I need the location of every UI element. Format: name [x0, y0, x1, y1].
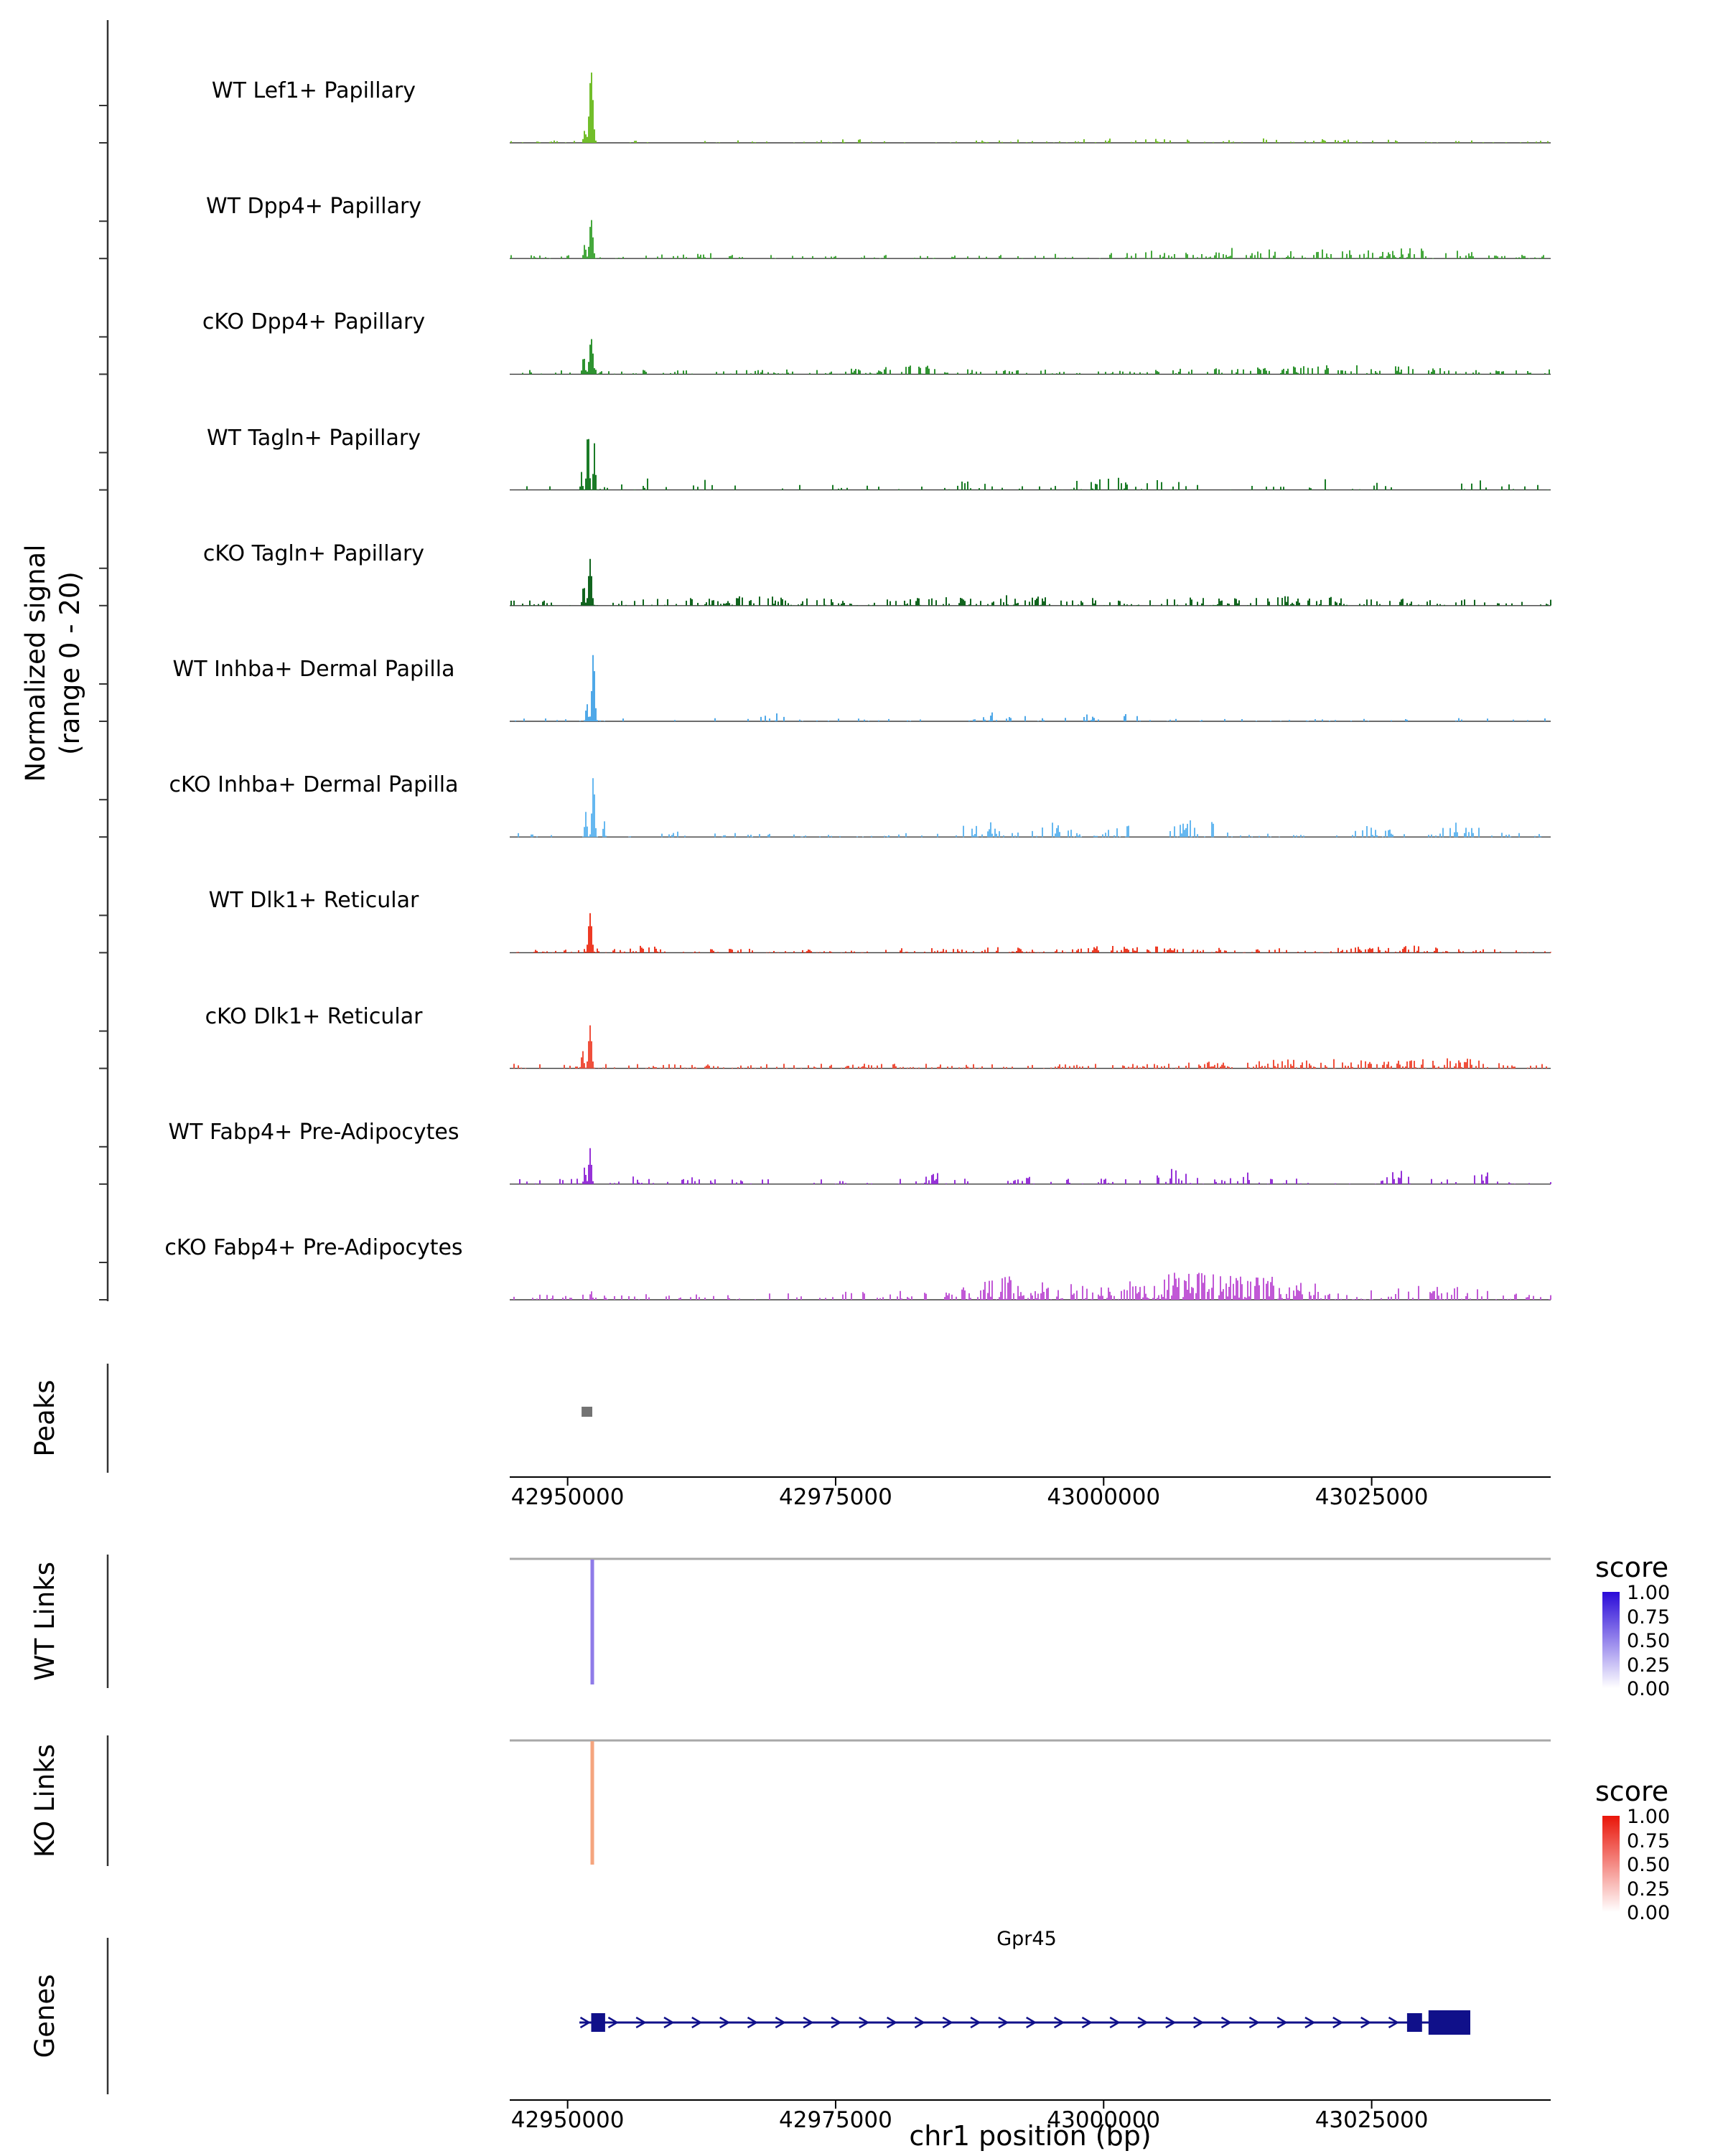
gene-strand-arrow — [1137, 2016, 1149, 2029]
track-label: WT Tagln+ Papillary — [207, 425, 421, 451]
signal-path — [519, 1148, 1551, 1184]
y-axis-title: Normalized signal (range 0 - 20) — [19, 340, 93, 986]
y-axis-title-line1: Normalized signal — [20, 544, 51, 782]
signal-path — [526, 439, 1549, 490]
gene-strand-arrow — [719, 2016, 731, 2029]
x-tick-label: 43025000 — [1315, 2107, 1429, 2133]
signal-path — [513, 1025, 1547, 1069]
legend-tick-label: 0.50 — [1627, 1854, 1671, 1876]
track-label: cKO Dpp4+ Papillary — [202, 309, 426, 335]
gene-strand-arrow — [886, 2016, 898, 2029]
track-label: WT Inhba+ Dermal Papilla — [172, 657, 455, 682]
genes-panel-label: Genes — [29, 1974, 60, 2058]
track-label: WT Dlk1+ Reticular — [208, 888, 419, 914]
gene-strand-arrow — [691, 2016, 703, 2029]
ko-links-panel-label: KO Links — [29, 1743, 60, 1858]
legend-tick-label: 0.00 — [1627, 1678, 1671, 1700]
legend-tick-label: 0.75 — [1627, 1829, 1671, 1852]
x-tick-label: 43025000 — [1315, 1484, 1429, 1510]
gene-strand-arrow — [1360, 2016, 1372, 2029]
ko-score-gradient — [1602, 1816, 1620, 1912]
track-label: cKO Dlk1+ Reticular — [205, 1003, 423, 1029]
gene-strand-arrow — [607, 2016, 619, 2029]
gene-strand-arrow — [1053, 2016, 1065, 2029]
signal-path — [510, 220, 1544, 259]
legend-tick-label: 1.00 — [1627, 1582, 1671, 1604]
gene-strand-arrow — [775, 2016, 786, 2029]
gene-name-label: Gpr45 — [996, 1928, 1057, 1950]
signal-path — [516, 913, 1551, 953]
gene-strand-arrow — [859, 2016, 870, 2029]
gene-strand-arrow — [998, 2016, 1009, 2029]
gene-strand-arrow — [914, 2016, 925, 2029]
gene-strand-arrow — [1332, 2016, 1344, 2029]
gene-strand-arrow — [1193, 2016, 1205, 2029]
x-tick-label: 42950000 — [510, 2107, 625, 2133]
legend-tick-label: 0.25 — [1627, 1654, 1671, 1677]
signal-path — [513, 1272, 1551, 1300]
gene-strand-arrow — [579, 2016, 591, 2029]
peaks-panel-label: Peaks — [29, 1379, 60, 1457]
x-axis-title: chr1 position (bp) — [909, 2120, 1152, 2152]
ko-link — [590, 1741, 594, 1865]
track-label: WT Dpp4+ Papillary — [205, 194, 422, 220]
track-label: cKO Fabp4+ Pre-Adipocytes — [164, 1235, 463, 1260]
gene-exon — [1428, 2010, 1470, 2035]
signal-path — [522, 339, 1550, 375]
signal-path — [510, 72, 1549, 143]
wt-score-gradient — [1602, 1592, 1620, 1688]
wt-link — [590, 1560, 594, 1684]
legend-tick-label: 0.25 — [1627, 1878, 1671, 1900]
legend-tick-label: 1.00 — [1627, 1806, 1671, 1828]
gene-exon — [1406, 2013, 1422, 2032]
track-label: WT Fabp4+ Pre-Adipocytes — [168, 1119, 459, 1145]
track-label: WT Lef1+ Papillary — [211, 78, 416, 103]
gene-strand-arrow — [942, 2016, 953, 2029]
gene-strand-arrow — [803, 2016, 814, 2029]
gene-strand-arrow — [1276, 2016, 1288, 2029]
x-tick-label: 42975000 — [779, 1484, 892, 1510]
gene-strand-arrow — [663, 2016, 675, 2029]
gene-exon — [591, 2013, 605, 2032]
gene-strand-arrow — [1081, 2016, 1093, 2029]
track-label: cKO Tagln+ Papillary — [202, 540, 425, 566]
gene-strand-arrow — [970, 2016, 981, 2029]
legend-tick-label: 0.00 — [1627, 1902, 1671, 1924]
gene-strand-arrow — [1388, 2016, 1399, 2029]
peak-box — [582, 1407, 592, 1417]
x-tick-label: 42950000 — [510, 1484, 625, 1510]
ko-score-legend-title: score — [1595, 1776, 1669, 1807]
track-label: cKO Inhba+ Dermal Papilla — [169, 772, 459, 798]
gene-strand-arrow — [831, 2016, 842, 2029]
legend-tick-label: 0.75 — [1627, 1606, 1671, 1628]
gene-strand-arrow — [1109, 2016, 1121, 2029]
signal-path — [518, 778, 1541, 838]
gene-strand-arrow — [1026, 2016, 1037, 2029]
x-tick-label: 42975000 — [779, 2107, 892, 2133]
gene-strand-arrow — [747, 2016, 758, 2029]
signal-path — [515, 655, 1546, 721]
legend-tick-label: 0.50 — [1627, 1630, 1671, 1652]
gene-strand-arrow — [1165, 2016, 1177, 2029]
y-axis-title-line2: (range 0 - 20) — [55, 571, 86, 755]
gene-strand-arrow — [1248, 2016, 1260, 2029]
gene-strand-arrow — [635, 2016, 647, 2029]
signal-path — [510, 558, 1551, 606]
wt-score-legend-title: score — [1595, 1552, 1669, 1583]
x-tick-label: 43000000 — [1047, 1484, 1161, 1510]
gene-strand-arrow — [1304, 2016, 1316, 2029]
x-tick-label: 43000000 — [1047, 2107, 1161, 2133]
gene-strand-arrow — [1220, 2016, 1232, 2029]
